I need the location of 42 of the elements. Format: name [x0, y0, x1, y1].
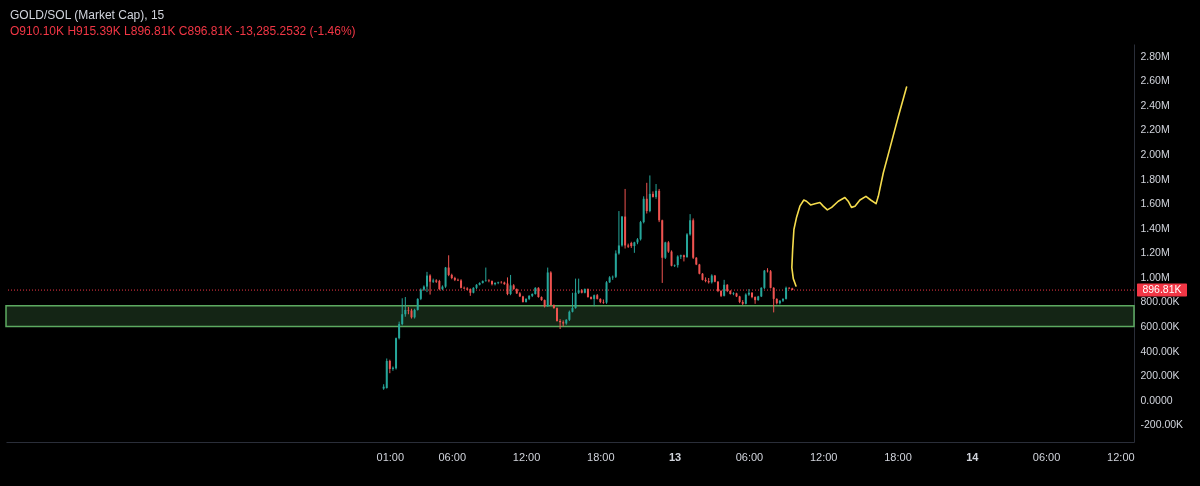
- candlestick: [444, 266, 447, 289]
- y-tick-label: 400.00K: [1140, 344, 1180, 357]
- x-tick-label: 12:00: [809, 450, 838, 463]
- x-tick-label: 06:00: [735, 450, 764, 463]
- y-tick-label: 0.0000: [1140, 393, 1173, 406]
- y-tick-label: 600.00K: [1140, 320, 1180, 333]
- y-tick-label: 2.60M: [1140, 74, 1170, 87]
- candlestick: [447, 254, 450, 277]
- chart-subtitle: O910.10K H915.39K L896.81K C896.81K -13,285.2532 (-1.46%): [10, 24, 356, 38]
- y-tick-label: 2.20M: [1140, 123, 1170, 136]
- y-tick-label: 2.00M: [1140, 148, 1170, 161]
- x-tick-label: 12:00: [1107, 450, 1135, 463]
- candlestick: [605, 280, 608, 305]
- candlestick: [655, 183, 658, 200]
- candlestick: [525, 297, 528, 304]
- candlestick: [509, 274, 512, 296]
- x-tick-label: 06:00: [1032, 450, 1061, 463]
- ref-line-label: 896.81K: [1142, 283, 1182, 296]
- x-tick-label: 18:00: [884, 450, 912, 463]
- x-tick-label: 12:00: [512, 450, 541, 463]
- y-tick-label: 1.40M: [1140, 221, 1170, 234]
- chart-title: GOLD/SOL (Market Cap), 15: [10, 8, 165, 22]
- x-tick-label: 18:00: [587, 450, 615, 463]
- candlestick: [574, 278, 577, 310]
- x-tick-label: 06:00: [438, 450, 467, 463]
- y-tick-label: 800.00K: [1140, 295, 1180, 308]
- candlestick: [651, 190, 654, 199]
- candlestick: [645, 182, 648, 215]
- y-tick-label: 1.60M: [1140, 197, 1170, 210]
- candlestick: [490, 279, 493, 286]
- y-tick-label: 200.00K: [1140, 369, 1180, 382]
- candlestick: [425, 271, 428, 293]
- y-tick-label: 2.80M: [1140, 49, 1170, 62]
- x-tick-label: 14: [966, 450, 980, 463]
- y-tick-label: 2.40M: [1140, 98, 1170, 111]
- candlestick: [648, 174, 651, 213]
- y-tick-label: 1.20M: [1140, 246, 1170, 259]
- y-tick-label: 1.80M: [1140, 172, 1170, 185]
- y-tick-label: 1.00M: [1140, 270, 1170, 283]
- y-tick-label: -200.00K: [1140, 418, 1184, 431]
- x-tick-label: 13: [669, 450, 682, 463]
- x-tick-label: 01:00: [376, 450, 405, 463]
